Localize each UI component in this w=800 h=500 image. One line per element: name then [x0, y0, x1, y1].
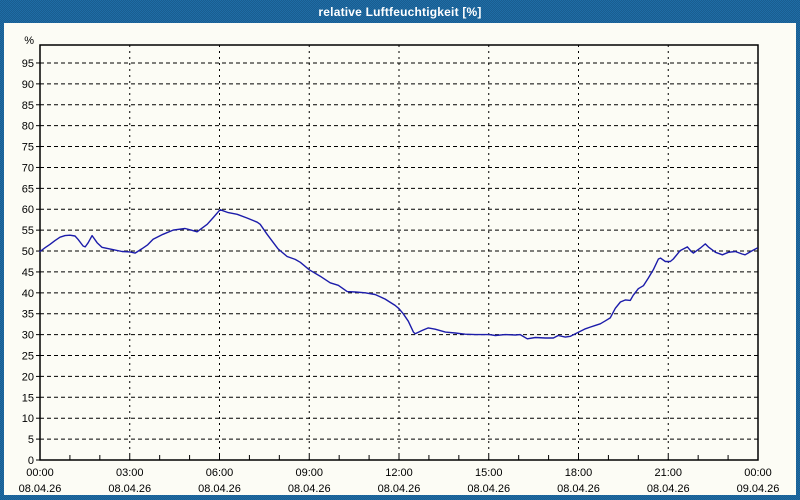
svg-text:80: 80: [22, 121, 34, 133]
x-tick-date: 08.04.26: [467, 483, 510, 495]
chart-title: relative Luftfeuchtigkeit [%]: [318, 4, 482, 19]
svg-text:10: 10: [22, 413, 34, 425]
x-tick-time: 18:00: [565, 467, 593, 479]
svg-text:75: 75: [22, 142, 34, 154]
svg-text:30: 30: [22, 330, 34, 342]
x-tick-date: 08.04.26: [647, 483, 690, 495]
svg-text:0: 0: [28, 455, 34, 467]
svg-text:90: 90: [22, 79, 34, 91]
svg-text:5: 5: [28, 434, 34, 446]
svg-text:50: 50: [22, 246, 34, 258]
x-tick-time: 09:00: [295, 467, 323, 479]
x-tick-date: 08.04.26: [378, 483, 421, 495]
gridlines: [40, 45, 758, 460]
humidity-chart: 05101520253035404550556065707580859095%0…: [19, 35, 780, 495]
x-tick-time: 00:00: [744, 467, 772, 479]
svg-text:25: 25: [22, 351, 34, 363]
x-tick-date: 08.04.26: [19, 483, 62, 495]
humidity-line: [39, 208, 758, 340]
svg-text:20: 20: [22, 371, 34, 383]
svg-text:60: 60: [22, 204, 34, 216]
svg-text:65: 65: [22, 183, 34, 195]
x-tick-time: 12:00: [385, 467, 413, 479]
x-tick-date: 09.04.26: [737, 483, 780, 495]
x-tick-date: 08.04.26: [288, 483, 331, 495]
x-tick-date: 08.04.26: [198, 483, 241, 495]
svg-text:95: 95: [22, 58, 34, 70]
x-tick-time: 06:00: [206, 467, 234, 479]
svg-text:15: 15: [22, 392, 34, 404]
title-bar: relative Luftfeuchtigkeit [%]: [0, 0, 800, 23]
svg-text:40: 40: [22, 288, 34, 300]
chart-panel: 0 5 10 15 20 25 30 35 40 45 50 55 60 65 70 75 80 85 90 95% 0…: [4, 23, 796, 495]
x-tick-time: 00:00: [26, 467, 54, 479]
x-tick-date: 08.04.26: [557, 483, 600, 495]
x-tick-time: 15:00: [475, 467, 503, 479]
svg-text:45: 45: [22, 267, 34, 279]
x-tick-time: 03:00: [116, 467, 144, 479]
axis-ticks: [36, 62, 759, 461]
x-tick-date: 08.04.26: [108, 483, 151, 495]
svg-text:35: 35: [22, 309, 34, 321]
svg-text:85: 85: [22, 100, 34, 112]
svg-text:70: 70: [22, 162, 34, 174]
y-axis-unit: %: [24, 35, 34, 47]
plot-border: [39, 44, 759, 461]
x-axis-labels: 00:00 08.04.26 03:00 08.04.26 06:00 08.04.26 0…: [19, 467, 780, 495]
x-tick-time: 21:00: [654, 467, 682, 479]
y-axis-labels: 0 5 10 15 20 25 30 35 40 45 50 55 60 65 70 75 80 85 90 95%: [22, 35, 34, 467]
svg-text:55: 55: [22, 225, 34, 237]
